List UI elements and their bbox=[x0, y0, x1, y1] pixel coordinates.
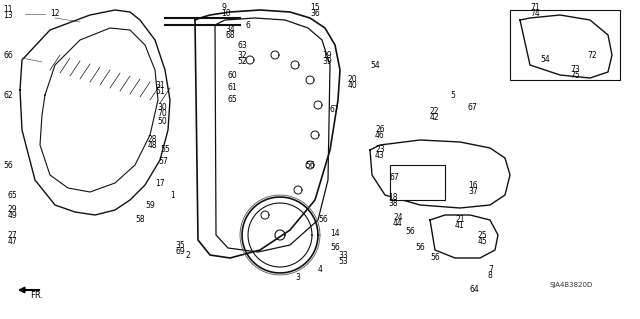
Text: 56: 56 bbox=[305, 160, 315, 169]
Text: 10: 10 bbox=[221, 10, 230, 19]
Text: 65: 65 bbox=[228, 95, 237, 105]
Text: 17: 17 bbox=[155, 179, 164, 188]
Text: 52: 52 bbox=[237, 56, 246, 65]
Text: 56: 56 bbox=[430, 254, 440, 263]
Text: 23: 23 bbox=[375, 145, 385, 154]
Text: 57: 57 bbox=[158, 158, 168, 167]
Text: 6: 6 bbox=[245, 20, 250, 29]
Text: 61: 61 bbox=[228, 84, 237, 93]
Text: 5: 5 bbox=[450, 91, 455, 100]
Text: 56: 56 bbox=[318, 216, 328, 225]
Text: 42: 42 bbox=[430, 114, 440, 122]
Text: 56: 56 bbox=[415, 243, 425, 253]
Text: 45: 45 bbox=[478, 238, 488, 247]
Text: 70: 70 bbox=[157, 109, 167, 118]
Text: 54: 54 bbox=[540, 56, 550, 64]
Text: 67: 67 bbox=[330, 106, 340, 115]
Text: 53: 53 bbox=[338, 256, 348, 265]
Text: 31: 31 bbox=[155, 80, 164, 90]
Text: 47: 47 bbox=[8, 236, 18, 246]
Text: 26: 26 bbox=[375, 125, 385, 135]
Text: 66: 66 bbox=[3, 50, 13, 60]
Text: 25: 25 bbox=[478, 232, 488, 241]
Text: 15: 15 bbox=[310, 4, 319, 12]
Text: 65: 65 bbox=[8, 190, 18, 199]
Text: 1: 1 bbox=[170, 190, 175, 199]
Bar bbox=[510, 10, 620, 80]
Text: 46: 46 bbox=[375, 131, 385, 140]
Text: 16: 16 bbox=[468, 181, 477, 189]
Text: 73: 73 bbox=[570, 65, 580, 75]
Text: 37: 37 bbox=[468, 187, 477, 196]
Text: 49: 49 bbox=[8, 211, 18, 220]
Text: 58: 58 bbox=[135, 216, 145, 225]
Text: 32: 32 bbox=[237, 50, 246, 60]
Text: 67: 67 bbox=[390, 174, 400, 182]
Text: 56: 56 bbox=[3, 160, 13, 169]
Text: 40: 40 bbox=[348, 81, 358, 91]
Text: 29: 29 bbox=[8, 205, 18, 214]
Text: SJA4B3820D: SJA4B3820D bbox=[550, 282, 593, 288]
Text: 7: 7 bbox=[488, 265, 493, 275]
Text: 28: 28 bbox=[148, 136, 157, 145]
Text: 34: 34 bbox=[225, 26, 235, 34]
Text: 12: 12 bbox=[50, 10, 60, 19]
Text: 24: 24 bbox=[393, 213, 403, 222]
Text: 30: 30 bbox=[157, 103, 167, 113]
Text: 63: 63 bbox=[238, 41, 248, 49]
Text: 55: 55 bbox=[160, 145, 170, 154]
Text: 56: 56 bbox=[330, 243, 340, 253]
Text: 4: 4 bbox=[318, 265, 323, 275]
Text: 38: 38 bbox=[388, 199, 397, 209]
Text: 8: 8 bbox=[488, 271, 493, 280]
Text: 51: 51 bbox=[155, 86, 164, 95]
Text: 18: 18 bbox=[388, 194, 397, 203]
Text: 35: 35 bbox=[175, 241, 185, 249]
Text: 20: 20 bbox=[348, 76, 358, 85]
Text: 21: 21 bbox=[455, 216, 465, 225]
Text: 11: 11 bbox=[3, 5, 13, 14]
Text: 62: 62 bbox=[3, 91, 13, 100]
Text: 64: 64 bbox=[470, 286, 480, 294]
Text: 74: 74 bbox=[530, 10, 540, 19]
Text: 36: 36 bbox=[310, 10, 320, 19]
Text: 14: 14 bbox=[330, 229, 340, 239]
Text: 68: 68 bbox=[225, 32, 235, 41]
Text: 13: 13 bbox=[3, 11, 13, 20]
Text: 3: 3 bbox=[295, 272, 300, 281]
Text: 56: 56 bbox=[405, 227, 415, 236]
Text: 67: 67 bbox=[468, 103, 477, 113]
Text: 72: 72 bbox=[587, 50, 596, 60]
Text: 75: 75 bbox=[570, 71, 580, 80]
Text: 2: 2 bbox=[185, 250, 189, 259]
Text: 33: 33 bbox=[338, 250, 348, 259]
Text: 41: 41 bbox=[455, 221, 465, 231]
Text: 39: 39 bbox=[322, 56, 332, 65]
Text: 71: 71 bbox=[530, 4, 540, 12]
Text: 54: 54 bbox=[370, 61, 380, 70]
Text: 59: 59 bbox=[145, 201, 155, 210]
Text: 44: 44 bbox=[393, 219, 403, 228]
Text: FR.: FR. bbox=[30, 292, 43, 300]
Text: 69: 69 bbox=[175, 247, 185, 256]
Text: 9: 9 bbox=[221, 4, 226, 12]
Text: 27: 27 bbox=[8, 231, 18, 240]
Text: 22: 22 bbox=[430, 108, 440, 116]
Text: 19: 19 bbox=[322, 50, 332, 60]
Text: 43: 43 bbox=[375, 152, 385, 160]
Text: 50: 50 bbox=[157, 117, 167, 127]
Text: 60: 60 bbox=[228, 70, 237, 79]
Bar bbox=[390, 165, 445, 200]
Text: 48: 48 bbox=[148, 142, 157, 151]
